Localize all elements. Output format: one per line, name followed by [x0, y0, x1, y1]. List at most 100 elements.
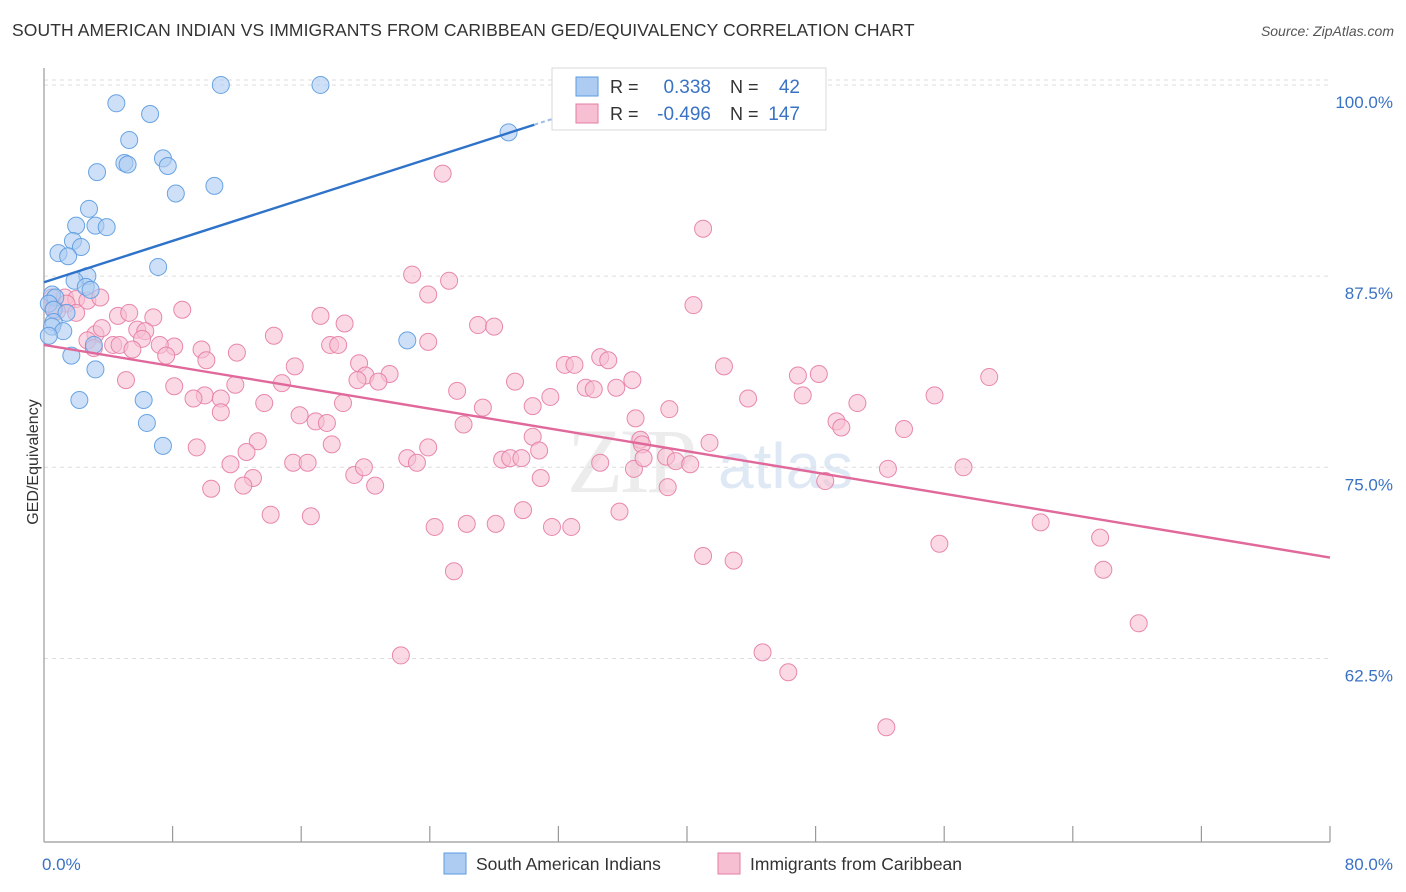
data-point-pink	[1091, 528, 1110, 547]
data-point-pink	[599, 351, 618, 370]
stats-r-label: R =	[610, 104, 639, 124]
data-point-pink	[290, 406, 309, 425]
data-point-pink	[1094, 560, 1113, 579]
data-point-pink	[433, 164, 452, 183]
trend-line-pink	[43, 343, 1331, 559]
stats-n-value: 147	[768, 104, 800, 125]
trend-line-blue	[43, 123, 535, 284]
data-point-pink	[486, 514, 505, 533]
y-axis-label: GED/Equivalency	[25, 399, 42, 524]
data-point-pink	[694, 547, 713, 565]
data-point-pink	[354, 458, 373, 477]
watermark: ZIP atlas	[567, 410, 853, 512]
data-point-pink	[285, 357, 304, 376]
data-point-pink	[317, 413, 336, 432]
legend-label: Immigrants from Caribbean	[750, 854, 962, 874]
series-south-american-indians	[39, 75, 518, 455]
data-point-pink	[369, 372, 388, 391]
x-tick-label: 0.0%	[42, 855, 81, 874]
data-point-pink	[469, 316, 488, 335]
data-point-blue	[59, 247, 78, 266]
data-point-pink	[562, 517, 581, 536]
data-point-pink	[877, 718, 896, 737]
data-point-blue	[211, 75, 230, 94]
data-point-blue	[149, 257, 168, 276]
data-point-pink	[660, 400, 679, 419]
data-point-pink	[248, 432, 267, 451]
data-point-blue	[398, 331, 417, 350]
data-point-pink	[157, 346, 176, 365]
data-point-pink	[623, 371, 642, 390]
data-point-pink	[541, 387, 560, 406]
data-point-pink	[485, 317, 504, 336]
data-point-pink	[607, 378, 626, 397]
legend-label: South American Indians	[476, 854, 661, 874]
data-point-pink	[92, 319, 111, 338]
data-point-pink	[684, 296, 703, 315]
data-point-blue	[141, 105, 160, 123]
data-point-pink	[144, 308, 163, 327]
stats-swatch-pink	[575, 103, 599, 124]
y-tick-label: 87.5%	[1345, 284, 1393, 303]
data-point-pink	[848, 394, 867, 413]
data-point-blue	[39, 326, 58, 345]
data-point-blue	[57, 303, 76, 322]
data-point-pink	[788, 366, 807, 385]
x-tick-label: 80.0%	[1345, 855, 1393, 874]
gridlines	[44, 79, 1330, 659]
data-point-blue	[80, 199, 99, 218]
data-point-pink	[980, 368, 999, 387]
data-point-blue	[205, 176, 224, 195]
data-point-blue	[158, 157, 177, 175]
data-point-pink	[816, 472, 835, 491]
data-point-pink	[514, 501, 533, 520]
x-tick-labels: 0.0% 80.0%	[42, 855, 1393, 874]
data-point-pink	[584, 380, 603, 399]
data-point-pink	[234, 476, 253, 495]
data-point-pink	[202, 479, 221, 498]
data-point-blue	[86, 360, 105, 379]
data-point-blue	[84, 335, 103, 354]
data-point-pink	[591, 453, 610, 472]
legend-swatch-pink	[717, 852, 741, 875]
data-point-pink	[714, 357, 733, 376]
data-point-pink	[407, 453, 426, 472]
data-point-pink	[530, 441, 549, 460]
data-point-pink	[454, 415, 473, 434]
data-point-pink	[184, 389, 203, 408]
y-tick-label: 62.5%	[1345, 666, 1393, 685]
data-point-pink	[512, 449, 531, 468]
data-point-pink	[658, 478, 677, 497]
y-tick-labels: 62.5% 75.0% 87.5% 100.0%	[1335, 93, 1393, 686]
data-point-pink	[505, 372, 524, 391]
data-point-blue	[120, 131, 139, 149]
data-point-pink	[227, 343, 246, 362]
data-point-pink	[211, 403, 230, 422]
data-point-pink	[753, 643, 772, 662]
data-point-blue	[62, 346, 81, 365]
data-point-pink	[237, 443, 256, 461]
data-point-pink	[419, 332, 438, 351]
data-point-pink	[301, 507, 320, 526]
data-point-pink	[298, 453, 317, 472]
data-point-pink	[187, 438, 206, 457]
data-point-blue	[88, 163, 107, 182]
data-point-pink	[626, 409, 645, 428]
chart-source: Source: ZipAtlas.com	[1260, 23, 1394, 39]
series-points	[39, 75, 1148, 737]
data-point-pink	[694, 219, 713, 238]
stats-n-label: N =	[730, 77, 759, 97]
data-point-pink	[221, 455, 240, 474]
stats-r-value: 0.338	[663, 77, 711, 98]
data-point-pink	[329, 335, 348, 354]
data-point-pink	[335, 314, 354, 333]
stats-r-label: R =	[610, 77, 639, 97]
data-point-blue	[81, 280, 100, 299]
data-point-pink	[809, 365, 828, 383]
data-point-pink	[391, 646, 410, 665]
axes	[43, 68, 1331, 843]
data-point-pink	[954, 458, 973, 477]
data-point-blue	[107, 94, 126, 113]
data-point-pink	[322, 435, 341, 454]
